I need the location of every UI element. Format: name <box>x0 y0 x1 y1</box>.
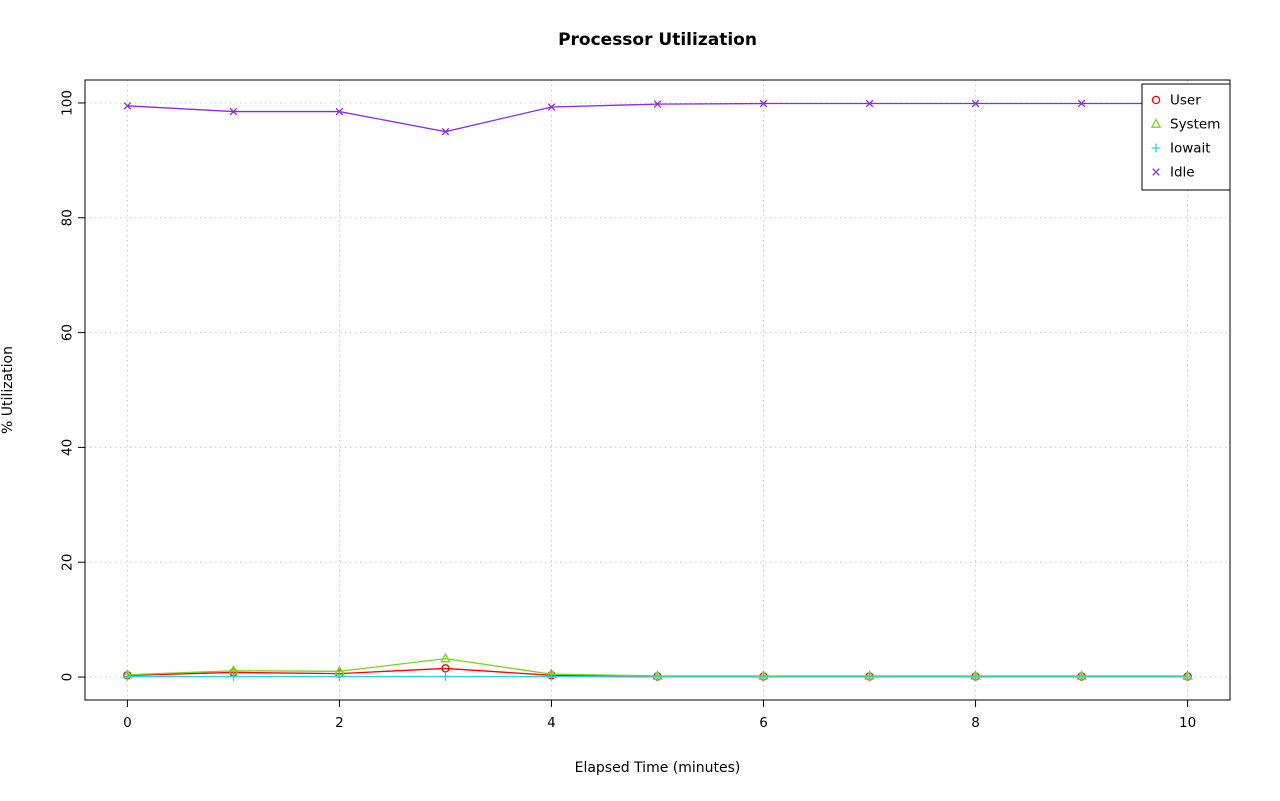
y-tick-label: 0 <box>60 673 76 682</box>
y-tick-label: 40 <box>60 439 76 456</box>
x-tick-label: 8 <box>971 715 980 731</box>
x-tick-label: 10 <box>1179 715 1196 731</box>
x-tick-label: 2 <box>335 715 344 731</box>
y-axis <box>78 102 85 678</box>
x-axis-tick-labels: 0 2 4 6 8 10 <box>123 715 1196 731</box>
series-idle <box>123 99 1192 136</box>
x-axis-title: Elapsed Time (minutes) <box>574 760 741 776</box>
y-tick-label: 100 <box>60 90 76 116</box>
x-tick-label: 4 <box>547 715 556 731</box>
y-tick-label: 60 <box>60 324 76 341</box>
y-axis-tick-labels: 0 20 40 60 80 100 <box>60 90 76 681</box>
legend-label-idle: Idle <box>1170 165 1195 181</box>
gridlines <box>85 80 1230 700</box>
series-iowait <box>123 672 1192 682</box>
x-axis <box>126 700 1189 707</box>
y-tick-label: 80 <box>60 209 76 226</box>
x-tick-label: 6 <box>759 715 768 731</box>
series-line <box>127 102 1188 133</box>
legend: User System Iowait Idle <box>1141 83 1231 191</box>
plot-border <box>84 79 1231 701</box>
legend-label-iowait: Iowait <box>1170 141 1211 157</box>
y-tick-label: 20 <box>60 554 76 571</box>
chart-title: Processor Utilization <box>558 30 757 50</box>
x-tick-label: 0 <box>123 715 132 731</box>
legend-label-user: User <box>1170 93 1201 109</box>
legend-label-system: System <box>1170 117 1220 133</box>
